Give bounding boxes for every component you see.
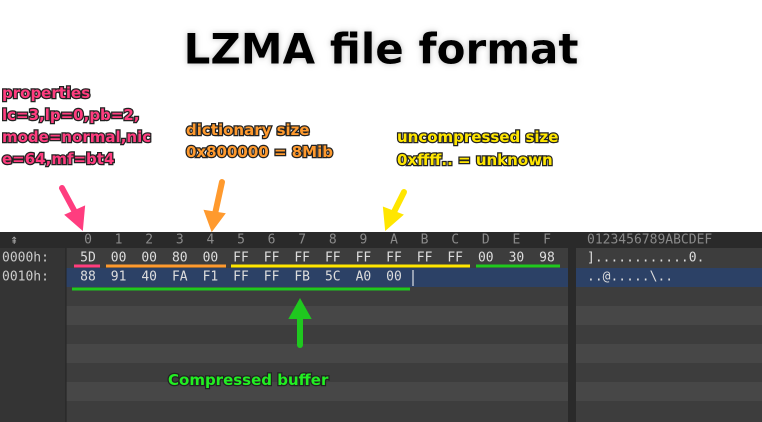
hex-byte: 91 — [111, 270, 127, 285]
hex-byte: FB — [294, 270, 310, 285]
column-header: B — [421, 233, 429, 248]
note-line: 0xffff.. = unknown — [397, 151, 553, 169]
hex-byte: 00 — [203, 251, 219, 266]
column-header: 0 — [84, 233, 92, 248]
note-line: dictionary size — [186, 121, 310, 139]
hex-byte: 30 — [509, 251, 525, 266]
title: LZMA file format — [184, 25, 579, 74]
selected-row-ascii — [576, 268, 762, 287]
hex-byte: FF — [356, 251, 372, 266]
row-offset: 0000h: — [2, 251, 49, 266]
compressed-note: Compressed buffer — [168, 371, 329, 389]
note-line: properties — [2, 84, 90, 102]
underlines — [72, 264, 560, 291]
hex-byte: FF — [294, 251, 310, 266]
note-line: mode=normal,nic — [2, 128, 151, 146]
column-header: A — [390, 233, 398, 248]
hex-byte: 5C — [325, 270, 341, 285]
column-header: 6 — [268, 233, 276, 248]
note-line: uncompressed size — [397, 128, 558, 146]
sort-icon: ⇞ — [10, 236, 18, 247]
note-line: 0x800000 = 8Mib — [186, 143, 333, 161]
properties-note: properties lc=3,lp=0,pb=2, mode=normal,n… — [1, 83, 153, 170]
column-header: F — [543, 233, 551, 248]
column-header: 8 — [329, 233, 337, 248]
divider — [568, 232, 576, 422]
ascii-text: ..@.....\.. — [587, 270, 673, 285]
column-header: 5 — [237, 233, 245, 248]
hex-byte: 00 — [141, 251, 157, 266]
row-offset: 0010h: — [2, 270, 49, 285]
note-line: e=64,mf=bt4 — [2, 150, 114, 168]
hex-byte: F1 — [203, 270, 219, 285]
column-header: 1 — [115, 233, 123, 248]
column-header: C — [451, 233, 459, 248]
row-stripes — [66, 306, 762, 401]
hex-byte: 80 — [172, 251, 188, 266]
ascii-header: 0123456789ABCDEF — [587, 233, 712, 248]
hex-byte: FF — [264, 270, 280, 285]
hex-byte: FF — [233, 270, 249, 285]
hex-byte: FA — [172, 270, 188, 285]
top-area — [0, 0, 762, 232]
hex-byte: 00 — [111, 251, 127, 266]
column-header: 2 — [145, 233, 153, 248]
hex-byte: 98 — [539, 251, 555, 266]
column-header: 9 — [359, 233, 367, 248]
column-header: 7 — [298, 233, 306, 248]
hex-byte: 00 — [386, 270, 402, 285]
hex-byte: A0 — [356, 270, 372, 285]
hex-byte: FF — [264, 251, 280, 266]
hex-byte: 5D — [80, 251, 96, 266]
dictionary-note: dictionary size 0x800000 = 8Mib — [185, 120, 335, 163]
offset-gutter — [0, 248, 66, 422]
hex-byte: 88 — [80, 270, 96, 285]
arrows — [59, 179, 407, 348]
note-line: lc=3,lp=0,pb=2, — [2, 106, 140, 124]
hex-byte: 40 — [141, 270, 157, 285]
hex-byte: FF — [233, 251, 249, 266]
hex-byte: FF — [325, 251, 341, 266]
column-header: 3 — [176, 233, 184, 248]
hex-byte: 00 — [478, 251, 494, 266]
hex-byte: FF — [417, 251, 433, 266]
column-header: D — [482, 233, 490, 248]
hex-byte: FF — [447, 251, 463, 266]
column-header: 4 — [206, 233, 214, 248]
column-header: E — [512, 233, 520, 248]
hex-byte: FF — [386, 251, 402, 266]
selected-row — [66, 268, 568, 287]
uncompressed-note: uncompressed size 0xffff.. = unknown — [396, 127, 560, 171]
ascii-text: ]............0. — [587, 251, 704, 266]
